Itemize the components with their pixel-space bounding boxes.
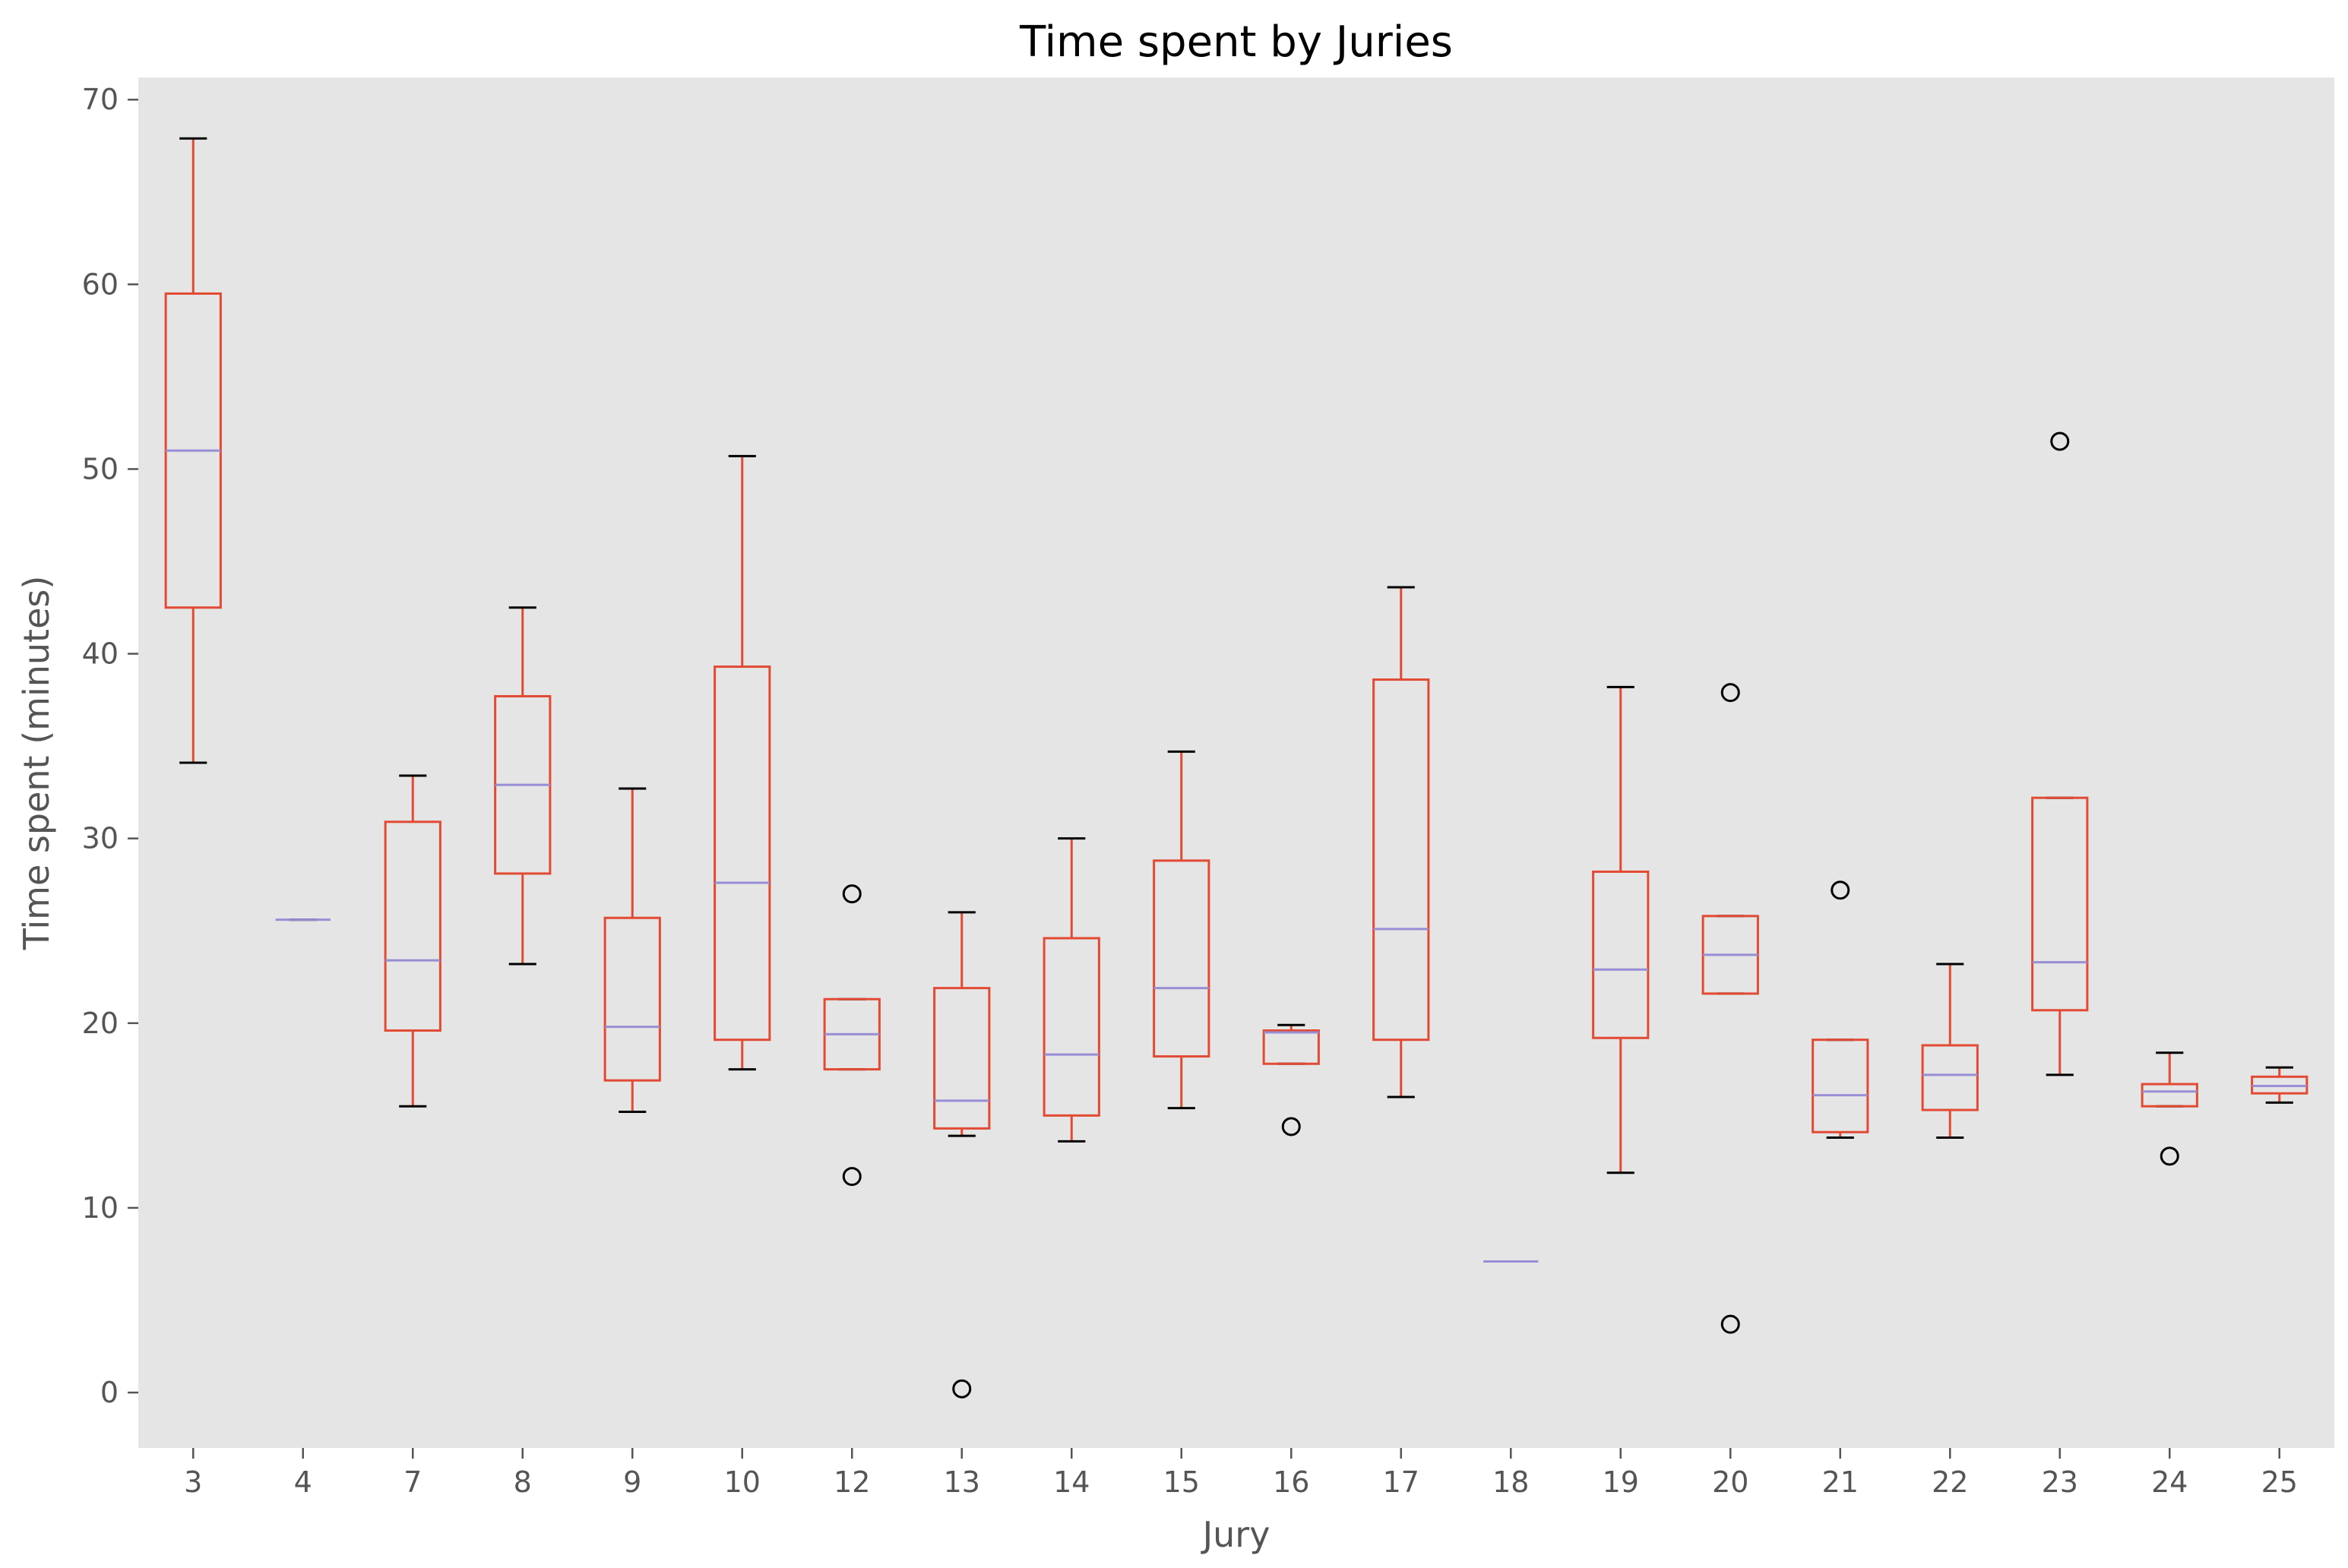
x-tick-label: 25 <box>2261 1465 2298 1499</box>
x-tick-label: 12 <box>834 1465 870 1499</box>
outlier-point <box>2050 432 2070 451</box>
outlier-point <box>842 884 862 904</box>
box-group-jury-19 <box>1592 685 1650 1174</box>
box-group-jury-23 <box>2031 432 2089 1076</box>
box-group-jury-15 <box>1153 750 1210 1110</box>
boxes-layer <box>164 137 2308 1399</box>
box-group-jury-7 <box>384 774 441 1108</box>
x-tick-label: 8 <box>514 1465 532 1499</box>
iqr-box <box>603 916 661 1082</box>
box-group-jury-25 <box>2251 1066 2308 1104</box>
x-tick-label: 19 <box>1603 1465 1639 1499</box>
outlier-point <box>1720 1314 1740 1334</box>
x-tick-label: 15 <box>1163 1465 1200 1499</box>
box-group-jury-10 <box>714 454 771 1071</box>
box-group-jury-21 <box>1812 880 1869 1140</box>
outlier-point <box>1281 1117 1301 1136</box>
x-tick-label: 21 <box>1822 1465 1859 1499</box>
x-tick-label: 17 <box>1383 1465 1419 1499</box>
x-tick-label: 13 <box>944 1465 980 1499</box>
box-group-jury-24 <box>2141 1051 2198 1166</box>
iqr-box <box>1153 859 1210 1058</box>
y-tick-label: 20 <box>82 1007 119 1040</box>
box-group-jury-8 <box>494 606 552 966</box>
box-group-jury-17 <box>1372 586 1430 1099</box>
box-group-jury-22 <box>1921 963 1979 1140</box>
box-group-jury-9 <box>603 787 661 1114</box>
y-tick-label: 30 <box>82 822 119 855</box>
outlier-point <box>2160 1146 2179 1166</box>
x-tick-label: 23 <box>2042 1465 2078 1499</box>
y-tick-label: 10 <box>82 1191 119 1225</box>
outlier-point <box>1831 880 1850 900</box>
x-tick-label: 14 <box>1053 1465 1090 1499</box>
iqr-box <box>1262 1029 1320 1065</box>
x-axis-title: Jury <box>1201 1514 1271 1555</box>
x-tick-label: 3 <box>184 1465 202 1499</box>
box-group-jury-20 <box>1701 683 1759 1334</box>
y-tick-label: 50 <box>82 452 119 485</box>
x-tick-label: 4 <box>294 1465 312 1499</box>
x-tick-label: 20 <box>1712 1465 1748 1499</box>
x-tick-label: 7 <box>403 1465 422 1499</box>
y-tick-label: 70 <box>82 83 119 116</box>
x-tick-label: 10 <box>724 1465 761 1499</box>
iqr-box <box>2031 796 2089 1012</box>
y-tick-label: 40 <box>82 637 119 671</box>
y-axis-title: Time spent (minutes) <box>16 576 57 951</box>
iqr-box <box>1812 1038 1869 1133</box>
outlier-point <box>952 1379 972 1399</box>
x-tick-label: 18 <box>1492 1465 1529 1499</box>
plot-area <box>138 77 2334 1448</box>
iqr-box <box>1043 937 1100 1117</box>
chart-title: Time spent by Juries <box>1019 17 1453 67</box>
x-tick-label: 24 <box>2151 1465 2188 1499</box>
iqr-box <box>933 987 991 1130</box>
x-tick-label: 16 <box>1273 1465 1309 1499</box>
x-tick-label: 22 <box>1932 1465 1968 1499</box>
box-group-jury-16 <box>1262 1023 1320 1136</box>
box-group-jury-13 <box>933 911 991 1399</box>
iqr-box <box>714 665 771 1042</box>
iqr-box <box>2141 1083 2198 1108</box>
iqr-box <box>1372 678 1430 1042</box>
x-axis: 3 4 7 8 9 10 12 13 14 15 16 17 18 19 20 21 22 23 24 25 <box>184 1448 2298 1499</box>
outlier-point <box>1720 683 1740 703</box>
iqr-box <box>1921 1044 1979 1111</box>
box-group-jury-3 <box>164 137 222 764</box>
iqr-box <box>1592 870 1650 1039</box>
y-tick-label: 60 <box>82 267 119 301</box>
outlier-point <box>842 1167 862 1187</box>
y-axis: 0 10 20 30 40 50 60 70 <box>82 83 138 1409</box>
x-tick-label: 9 <box>623 1465 641 1499</box>
box-group-jury-12 <box>823 884 881 1187</box>
iqr-box <box>384 820 441 1032</box>
box-group-jury-14 <box>1043 837 1100 1143</box>
y-tick-label: 0 <box>100 1376 119 1409</box>
